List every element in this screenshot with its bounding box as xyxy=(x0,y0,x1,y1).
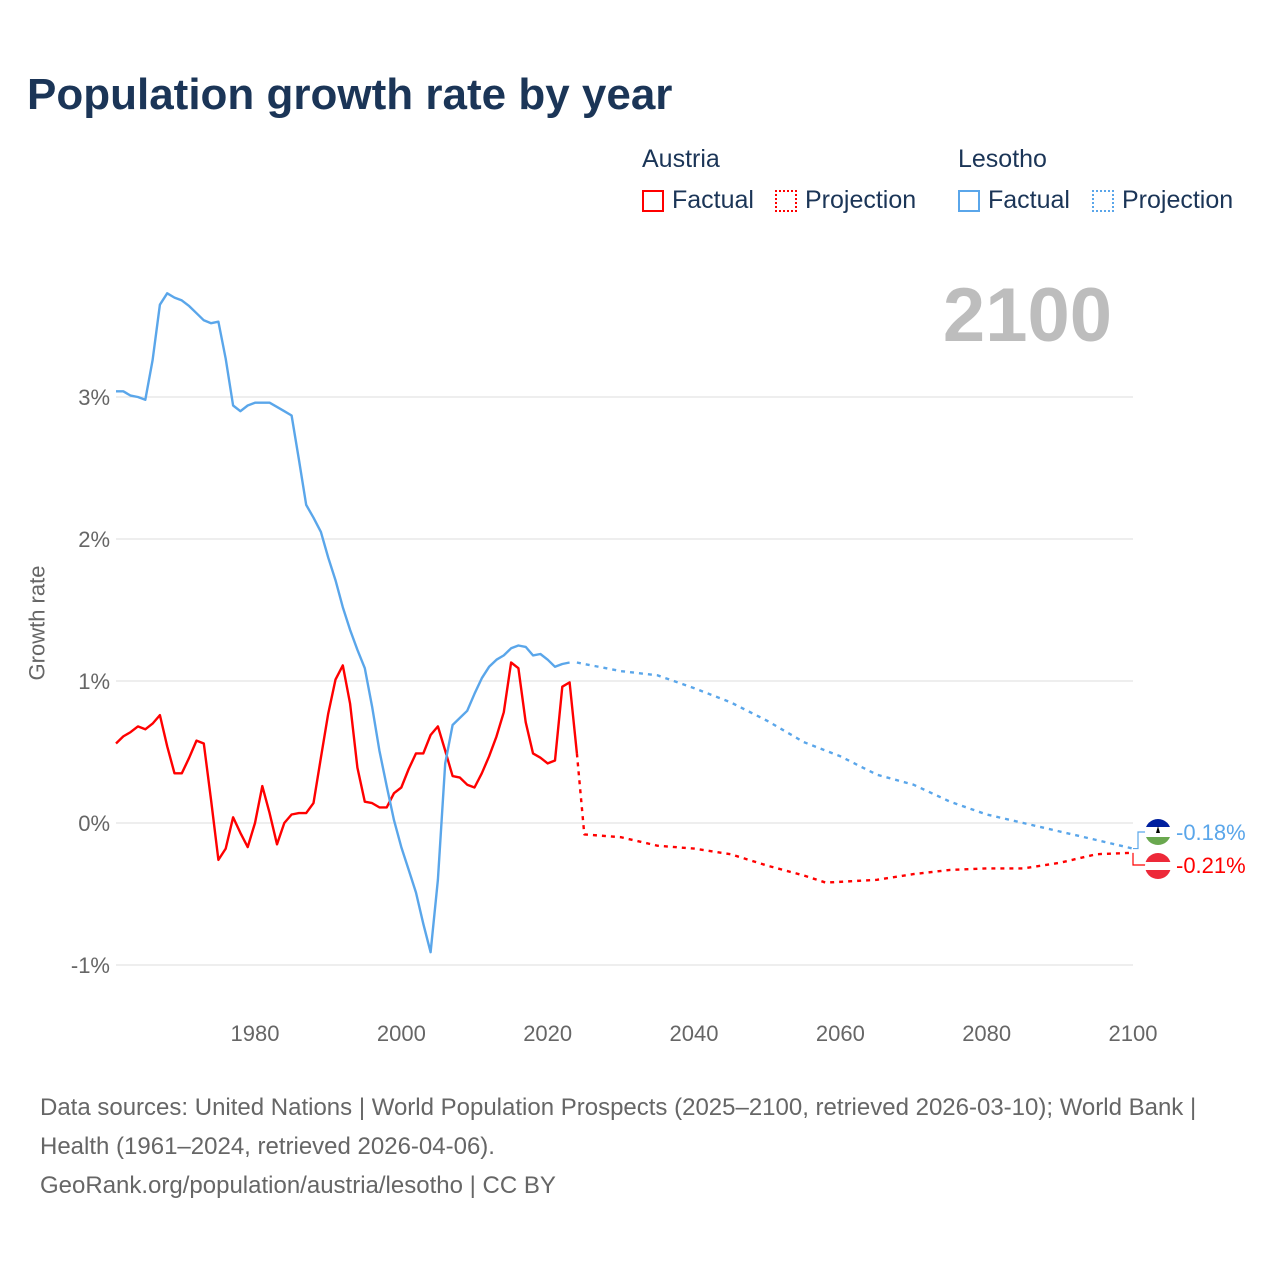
legend-austria-projection[interactable]: Projection xyxy=(775,186,916,215)
end-label-lesotho: -0.18% xyxy=(1176,820,1246,845)
flag-lesotho-icon xyxy=(1145,819,1171,827)
x-tick-label: 2100 xyxy=(1109,1021,1158,1046)
x-tick-label: 1980 xyxy=(231,1021,280,1046)
footer: Data sources: United Nations | World Pop… xyxy=(40,1088,1240,1205)
series-line-austria-projection xyxy=(575,753,1134,884)
legend-label: Factual xyxy=(988,186,1070,214)
x-tick-label: 2040 xyxy=(670,1021,719,1046)
page-title: Population growth rate by year xyxy=(27,70,673,119)
flag-austria-icon xyxy=(1145,853,1171,862)
legend-swatch-solid xyxy=(642,189,664,212)
series-line-lesotho-projection xyxy=(576,661,1134,850)
connector-lesotho xyxy=(1133,831,1146,850)
legend-lesotho-factual[interactable]: Factual xyxy=(958,186,1070,215)
legend-swatch-solid xyxy=(958,189,980,212)
footer-link[interactable]: GeoRank.org/population/austria/lesotho |… xyxy=(40,1172,556,1199)
legend-austria-factual[interactable]: Factual xyxy=(642,186,754,215)
y-tick-label: 1% xyxy=(78,669,110,694)
x-tick-label: 2000 xyxy=(377,1021,426,1046)
x-tick-label: 2080 xyxy=(962,1021,1011,1046)
legend-label: Projection xyxy=(805,186,917,214)
x-tick-label: 2020 xyxy=(523,1021,572,1046)
y-tick-label: 2% xyxy=(78,527,110,552)
footer-sources: Data sources: United Nations | World Pop… xyxy=(40,1094,1197,1160)
legend-swatch-dotted xyxy=(775,189,797,212)
connector-austria xyxy=(1132,852,1146,866)
end-label-austria: -0.21% xyxy=(1176,853,1246,878)
series-line-lesotho-factual xyxy=(116,292,570,954)
flag-austria-icon xyxy=(1145,862,1171,870)
x-tick-label: 2060 xyxy=(816,1021,865,1046)
y-tick-label: -1% xyxy=(71,953,110,978)
legend-label: Projection xyxy=(1122,186,1234,214)
flag-austria-icon xyxy=(1145,870,1171,879)
y-tick-label: 0% xyxy=(78,811,110,836)
legend-label: Factual xyxy=(672,186,754,214)
y-tick-label: 3% xyxy=(78,385,110,410)
current-year-label: 2100 xyxy=(942,273,1112,358)
legend-lesotho-projection[interactable]: Projection xyxy=(1092,186,1233,215)
flag-lesotho-icon xyxy=(1145,837,1171,845)
series-line-austria-factual xyxy=(115,661,579,862)
legend-swatch-dotted xyxy=(1092,189,1114,212)
legend-group-lesotho: Lesotho xyxy=(958,145,1047,173)
flag-lesotho-hat-icon xyxy=(1156,826,1160,833)
legend-group-austria: Austria xyxy=(642,145,720,173)
